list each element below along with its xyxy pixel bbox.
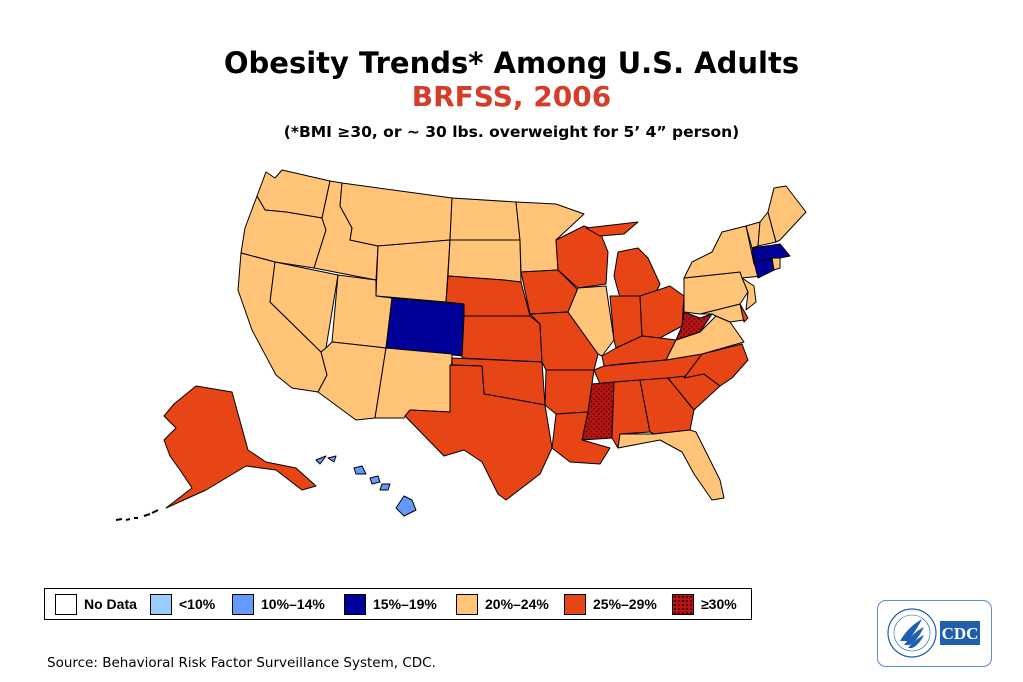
- page-subtitle: BRFSS, 2006: [411, 80, 612, 113]
- state-hi: [315, 455, 417, 517]
- state-sd: [447, 239, 522, 283]
- legend-item-25-29: 25%–29%: [564, 593, 672, 615]
- legend-label: 15%–19%: [373, 596, 437, 612]
- state-nd: [449, 197, 521, 241]
- legend-swatch: [232, 593, 254, 615]
- state-mt: [339, 182, 453, 247]
- state-wy: [375, 239, 451, 303]
- legend-swatch: [456, 593, 478, 615]
- state-ks: [461, 315, 543, 363]
- page-title: Obesity Trends* Among U.S. Adults: [223, 46, 800, 80]
- legend-item-15-19: 15%–19%: [344, 593, 456, 615]
- legend-label: 25%–29%: [593, 596, 657, 612]
- hhs-eagle-icon: CDC: [887, 608, 980, 658]
- state-me: [767, 185, 807, 243]
- legend-item-ge30: ≥30%: [672, 593, 737, 615]
- state-wv: [675, 311, 713, 341]
- legend-label: 20%–24%: [485, 596, 549, 612]
- legend-item-lt10: <10%: [150, 593, 232, 615]
- state-co: [385, 297, 465, 357]
- legend-label: 10%–14%: [261, 596, 325, 612]
- legend-item-10-14: 10%–14%: [232, 593, 344, 615]
- state-ma: [751, 243, 791, 263]
- legend-swatch: [672, 593, 694, 615]
- state-ms: [581, 381, 615, 441]
- cdc-logo-box: [940, 621, 980, 645]
- state-de: [739, 303, 749, 323]
- state-wi: [555, 225, 609, 289]
- cdc-logo-text: CDC: [942, 624, 979, 643]
- state-tx: [404, 364, 553, 501]
- state-ak: [163, 385, 317, 509]
- legend: No Data <10% 10%–14% 15%–19% 20%–24% 25%…: [44, 588, 752, 620]
- legend-swatch: [344, 593, 366, 615]
- state-ri: [771, 257, 781, 271]
- state-az: [317, 341, 387, 421]
- legend-label: ≥30%: [701, 596, 737, 612]
- cdc-logo: CDC: [877, 600, 992, 667]
- bmi-note: (*BMI ≥30, or ~ 30 lbs. overweight for 5…: [283, 123, 740, 141]
- state-oh: [639, 285, 685, 339]
- state-nm: [374, 347, 453, 419]
- legend-label: No Data: [84, 596, 137, 612]
- state-ar: [544, 369, 595, 415]
- legend-item-no-data: No Data: [55, 593, 150, 615]
- alaska-aleutian-islands: [115, 509, 159, 521]
- legend-label: <10%: [179, 596, 216, 612]
- legend-swatch: [564, 593, 586, 615]
- legend-swatch: [55, 593, 77, 615]
- title-block: Obesity Trends* Among U.S. Adults BRFSS,…: [0, 46, 1023, 142]
- state-nj: [741, 277, 757, 311]
- legend-swatch: [150, 593, 172, 615]
- state-fl: [617, 429, 725, 501]
- source-citation: Source: Behavioral Risk Factor Surveilla…: [47, 655, 436, 671]
- legend-item-20-24: 20%–24%: [456, 593, 564, 615]
